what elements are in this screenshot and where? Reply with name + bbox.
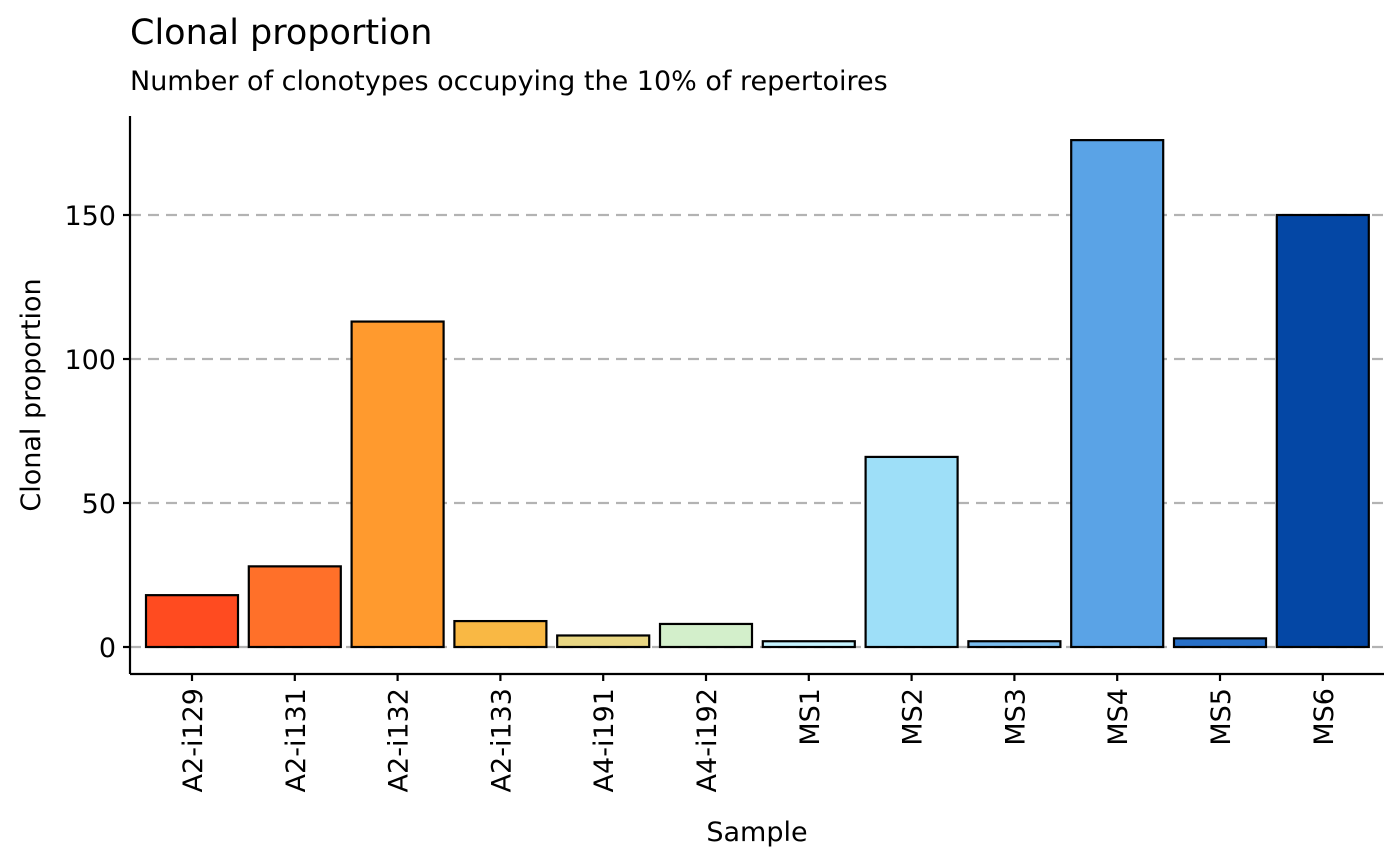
bar-MS4 (1070, 139, 1165, 649)
x-tick-label: A2-i133 (486, 688, 517, 792)
bar-A2-i133 (453, 619, 548, 649)
x-tick-label: A2-i132 (384, 688, 415, 792)
x-tick-label: MS3 (1000, 688, 1031, 746)
bar-A2-i129 (144, 594, 240, 649)
y-tick-label: 100 (64, 345, 116, 376)
x-tick-label: MS5 (1206, 688, 1237, 746)
x-tick-label: A2-i129 (178, 688, 209, 792)
y-tick-label: 50 (82, 489, 116, 520)
bar-MS2 (864, 455, 959, 649)
x-axis-ticks: A2-i129 A2-i131 A2-i132 A2-i133 A4-i191 A4-i1… (178, 674, 1340, 792)
bar-MS6 (1275, 213, 1370, 649)
x-tick-label: MS6 (1309, 688, 1340, 746)
y-tick-label: 0 (99, 633, 116, 664)
x-tick-label: A4-i192 (692, 688, 723, 792)
bar-A4-i191 (556, 634, 651, 649)
x-tick-label: A4-i191 (589, 688, 620, 792)
y-axis-ticks: 0 50 100 150 (64, 201, 130, 664)
bar-MS5 (1172, 637, 1268, 649)
bar-A2-i131 (247, 565, 342, 649)
bar-MS3 (967, 640, 1062, 649)
y-axis-title: Clonal proportion (16, 278, 47, 511)
bars (144, 139, 1370, 649)
x-tick-label: A2-i131 (281, 688, 312, 792)
chart-title: Clonal proportion (130, 13, 432, 53)
chart-subtitle: Number of clonotypes occupying the 10% o… (130, 66, 888, 97)
bar-A4-i192 (658, 622, 754, 649)
x-axis-title: Sample (706, 817, 807, 848)
x-tick-label: MS4 (1103, 688, 1134, 746)
bar-A2-i132 (350, 320, 445, 649)
x-tick-label: MS2 (898, 688, 929, 746)
bar-MS1 (761, 640, 856, 649)
y-tick-label: 150 (64, 201, 116, 232)
x-tick-label: MS1 (795, 688, 826, 746)
